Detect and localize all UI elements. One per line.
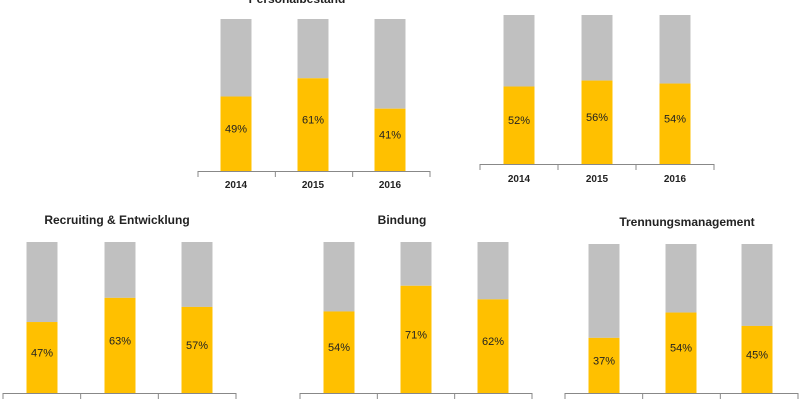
bar bbox=[588, 337, 620, 393]
data-label: 45% bbox=[746, 349, 768, 361]
bar bbox=[503, 86, 535, 164]
bar-remainder bbox=[477, 242, 509, 300]
bar bbox=[665, 312, 697, 393]
bar bbox=[581, 80, 613, 164]
bar bbox=[181, 306, 213, 393]
chart-title: Personalbestand bbox=[249, 0, 346, 6]
bar-remainder bbox=[741, 244, 773, 326]
chart-4: Bindung 54% 71% 62% bbox=[299, 213, 533, 399]
data-label: 41% bbox=[379, 130, 401, 142]
x-tick-label: 2014 bbox=[508, 174, 531, 185]
data-label: 52% bbox=[508, 115, 530, 127]
chart-2: 52% 2014 56% 2015 54% 2016 bbox=[479, 15, 715, 185]
bar-remainder bbox=[220, 19, 252, 97]
bar-remainder bbox=[503, 15, 535, 87]
bar-remainder bbox=[374, 19, 406, 109]
bar-remainder bbox=[26, 242, 58, 323]
chart-title: Recruiting & Entwicklung bbox=[44, 213, 189, 227]
bar-remainder bbox=[659, 15, 691, 84]
x-tick-label: 2015 bbox=[586, 174, 609, 185]
bar bbox=[477, 299, 509, 393]
data-label: 62% bbox=[482, 336, 504, 348]
data-label: 37% bbox=[593, 355, 615, 367]
bar bbox=[220, 96, 252, 171]
chart-3: Recruiting & Entwicklung 47% 63% 57% bbox=[2, 213, 237, 399]
x-tick-label: 2015 bbox=[302, 180, 325, 191]
chart-1: Personalbestand 49% 2014 61% 2015 41% 2016 bbox=[197, 0, 431, 191]
bar-remainder bbox=[581, 15, 613, 81]
data-label: 47% bbox=[31, 347, 53, 359]
data-label: 57% bbox=[186, 340, 208, 352]
data-label: 49% bbox=[225, 124, 247, 136]
data-label: 54% bbox=[328, 342, 350, 354]
data-label: 54% bbox=[664, 114, 686, 126]
bar-remainder bbox=[104, 242, 136, 298]
data-label: 56% bbox=[586, 112, 608, 124]
x-tick-label: 2016 bbox=[664, 174, 687, 185]
bar bbox=[374, 108, 406, 171]
chart-title: Bindung bbox=[378, 213, 427, 227]
x-tick-label: 2016 bbox=[379, 180, 402, 191]
bar bbox=[659, 83, 691, 164]
bar-remainder bbox=[588, 244, 620, 338]
bar-remainder bbox=[665, 244, 697, 313]
data-label: 63% bbox=[109, 335, 131, 347]
bar-remainder bbox=[297, 19, 329, 79]
chart-5: Trennungsmanagement 37% 54% 45% bbox=[564, 215, 799, 399]
data-label: 61% bbox=[302, 115, 324, 127]
bar bbox=[26, 322, 58, 393]
bar bbox=[297, 78, 329, 171]
bar bbox=[741, 325, 773, 393]
bar-remainder bbox=[181, 242, 213, 307]
bar-remainder bbox=[400, 242, 432, 286]
bar bbox=[104, 297, 136, 393]
data-label: 54% bbox=[670, 343, 692, 355]
x-tick-label: 2014 bbox=[225, 180, 248, 191]
bar bbox=[323, 311, 355, 393]
bar-remainder bbox=[323, 242, 355, 312]
data-label: 71% bbox=[405, 329, 427, 341]
chart-title: Trennungsmanagement bbox=[619, 215, 754, 229]
bar bbox=[400, 285, 432, 393]
